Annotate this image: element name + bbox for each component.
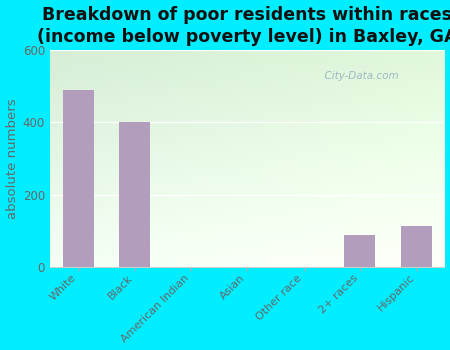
Bar — [344, 234, 375, 267]
Title: Breakdown of poor residents within races
(income below poverty level) in Baxley,: Breakdown of poor residents within races… — [37, 6, 450, 46]
Bar — [63, 90, 94, 267]
Bar — [119, 122, 150, 267]
Text: City-Data.com: City-Data.com — [318, 71, 399, 81]
Bar — [401, 226, 432, 267]
Y-axis label: absolute numbers: absolute numbers — [5, 98, 18, 219]
